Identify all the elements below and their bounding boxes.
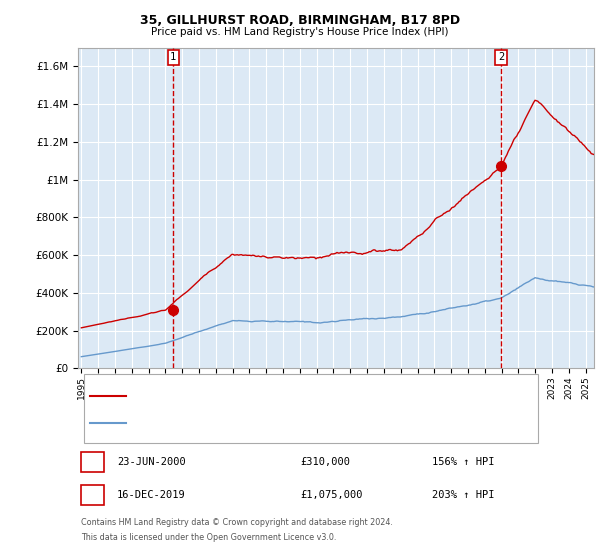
Text: 1: 1 <box>89 457 96 467</box>
Text: 35, GILLHURST ROAD, BIRMINGHAM, B17 8PD: 35, GILLHURST ROAD, BIRMINGHAM, B17 8PD <box>140 14 460 27</box>
Text: HPI: Average price, detached house, Birmingham: HPI: Average price, detached house, Birm… <box>132 418 373 428</box>
Text: £1,075,000: £1,075,000 <box>300 491 362 501</box>
Text: 2: 2 <box>89 491 96 501</box>
Text: £310,000: £310,000 <box>300 457 350 467</box>
Text: 1: 1 <box>170 53 176 62</box>
Text: 156% ↑ HPI: 156% ↑ HPI <box>432 457 494 467</box>
Text: 35, GILLHURST ROAD, BIRMINGHAM, B17 8PD (detached house): 35, GILLHURST ROAD, BIRMINGHAM, B17 8PD … <box>132 391 446 401</box>
Text: 2: 2 <box>498 53 504 62</box>
Text: 16-DEC-2019: 16-DEC-2019 <box>117 491 186 501</box>
Text: Contains HM Land Registry data © Crown copyright and database right 2024.: Contains HM Land Registry data © Crown c… <box>81 517 393 527</box>
Text: Price paid vs. HM Land Registry's House Price Index (HPI): Price paid vs. HM Land Registry's House … <box>151 27 449 37</box>
Text: 203% ↑ HPI: 203% ↑ HPI <box>432 491 494 501</box>
Text: This data is licensed under the Open Government Licence v3.0.: This data is licensed under the Open Gov… <box>81 533 337 543</box>
Text: 23-JUN-2000: 23-JUN-2000 <box>117 457 186 467</box>
